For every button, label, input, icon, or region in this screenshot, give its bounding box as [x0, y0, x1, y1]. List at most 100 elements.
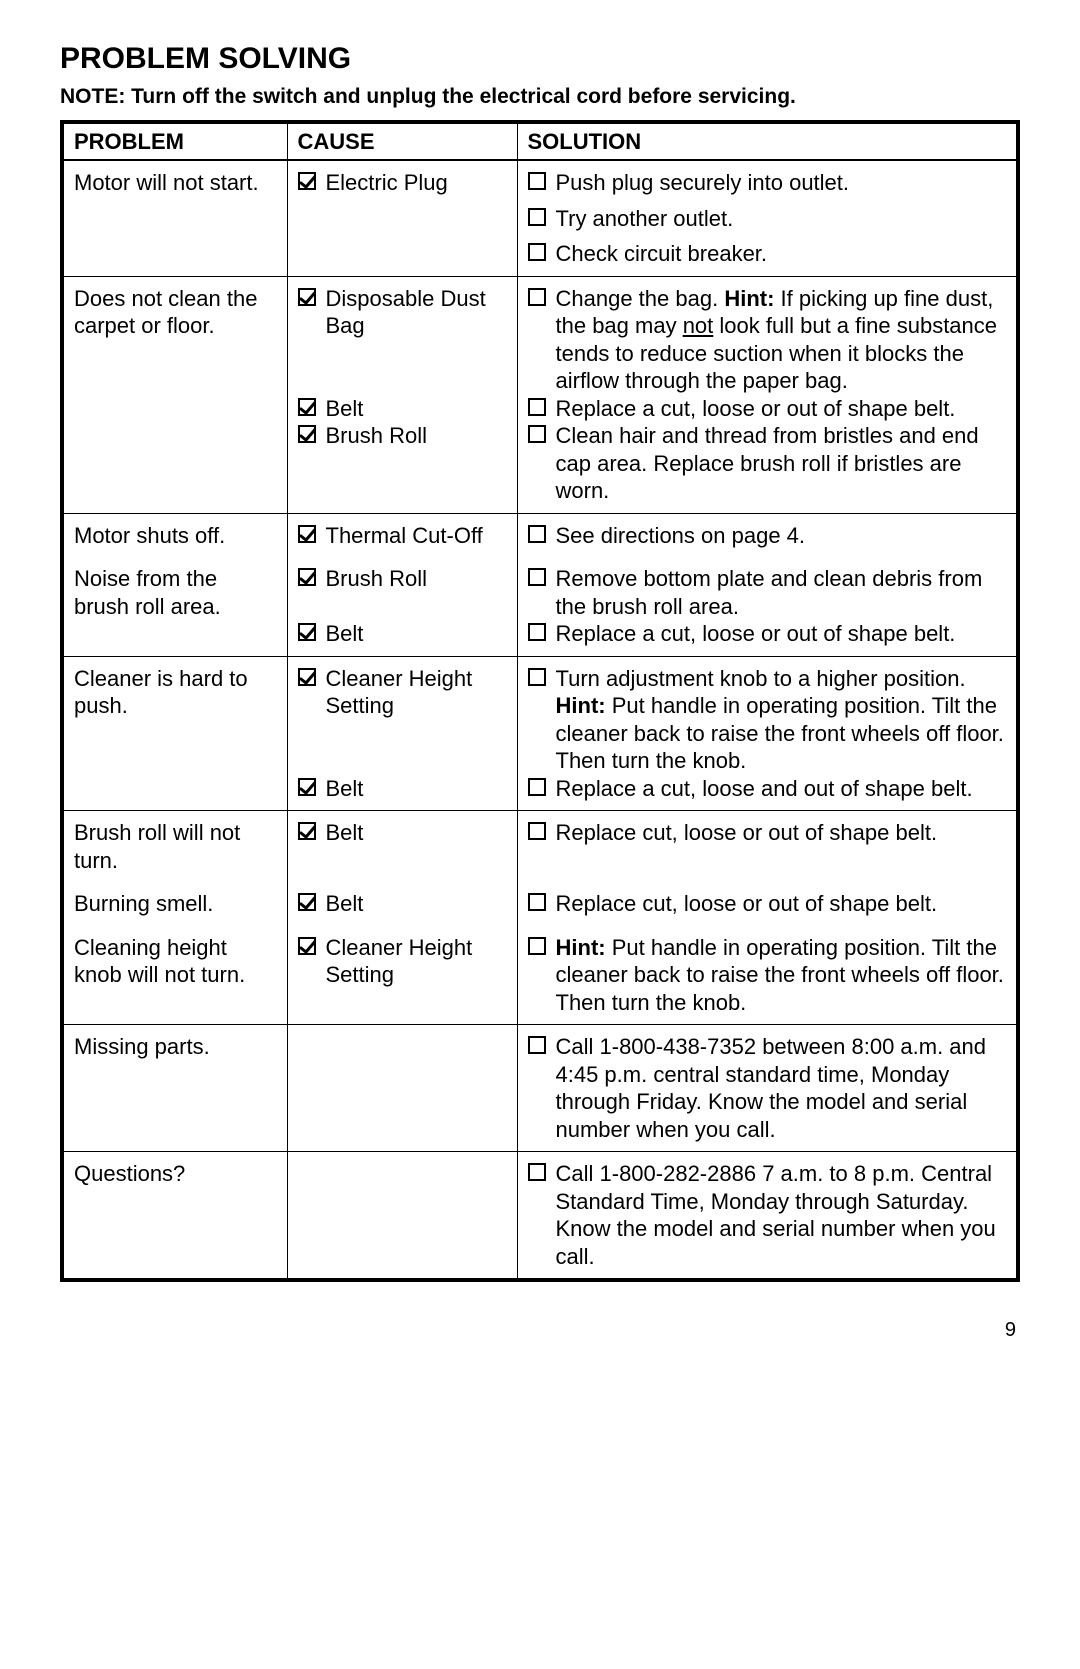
cause-item: Disposable Dust Bag	[298, 285, 507, 340]
header-solution: SOLUTION	[517, 122, 1018, 161]
solution-group: Call 1-800-438-7352 between 8:00 a.m. an…	[528, 1033, 1007, 1143]
cause-label: Belt	[326, 890, 507, 918]
table-row: Burning smell. Belt Replace cut, loose or …	[62, 882, 1018, 926]
table-row: Questions?Call 1-800-282-2886 7 a.m. to …	[62, 1152, 1018, 1281]
solution-text: Turn adjustment knob to a higher positio…	[556, 665, 1007, 775]
solution-text: Replace cut, loose or out of shape belt.	[556, 819, 1007, 847]
hint-label: Hint:	[556, 935, 606, 960]
cause-cell: Cleaner Height Setting Belt	[287, 656, 517, 811]
checkbox-empty-icon	[528, 778, 546, 796]
problem-cell: Motor will not start.	[62, 160, 287, 276]
underlined-text: not	[683, 313, 714, 338]
checkbox-empty-icon	[528, 822, 546, 840]
cause-cell: Brush RollBelt	[287, 557, 517, 656]
solution-item: Replace a cut, loose or out of shape bel…	[528, 620, 1007, 648]
checkmark-box-icon	[298, 172, 316, 190]
checkbox-empty-icon	[528, 172, 546, 190]
solution-group: Replace cut, loose or out of shape belt.	[528, 819, 1007, 847]
cause-item: Thermal Cut-Off	[298, 522, 507, 550]
checkmark-box-icon	[298, 288, 316, 306]
solution-group: Push plug securely into outlet.Try anoth…	[528, 169, 1007, 268]
solution-item: Call 1-800-438-7352 between 8:00 a.m. an…	[528, 1033, 1007, 1143]
cause-item: Cleaner Height Setting	[298, 934, 507, 989]
cause-item: Belt	[298, 819, 507, 847]
solution-group: Replace a cut, loose or out of shape bel…	[528, 620, 1007, 648]
checkmark-box-icon	[298, 525, 316, 543]
cause-label: Brush Roll	[326, 565, 507, 593]
cause-item: Cleaner Height Setting	[298, 665, 507, 720]
solution-item: Clean hair and thread from bristles and …	[528, 422, 1007, 505]
solution-item: See directions on page 4.	[528, 522, 1007, 550]
checkmark-box-icon	[298, 893, 316, 911]
problem-cell: Burning smell.	[62, 882, 287, 926]
cause-item	[298, 1160, 507, 1161]
table-row: Noise from the brush roll area.Brush Rol…	[62, 557, 1018, 656]
checkbox-empty-icon	[528, 208, 546, 226]
table-row: Does not clean the carpet or floor.Dispo…	[62, 276, 1018, 513]
table-row: Cleaner is hard to push.Cleaner Height S…	[62, 656, 1018, 811]
cause-item: Brush Roll	[298, 422, 507, 450]
solution-group: Change the bag. Hint: If picking up fine…	[528, 285, 1007, 395]
checkbox-empty-icon	[528, 243, 546, 261]
solution-text: Try another outlet.	[556, 205, 1007, 233]
checkbox-empty-icon	[528, 937, 546, 955]
page: PROBLEM SOLVING NOTE: Turn off the switc…	[0, 0, 1080, 1383]
checkbox-empty-icon	[528, 668, 546, 686]
solution-cell: Turn adjustment knob to a higher positio…	[517, 656, 1018, 811]
solution-text: Replace a cut, loose and out of shape be…	[556, 775, 1007, 803]
checkmark-box-icon	[298, 425, 316, 443]
checkmark-box-icon	[298, 937, 316, 955]
solution-text: See directions on page 4.	[556, 522, 1007, 550]
table-row: Brush roll will not turn. Belt Replace cut…	[62, 811, 1018, 883]
solution-item: Hint: Put handle in operating position. …	[528, 934, 1007, 1017]
solution-text: Clean hair and thread from bristles and …	[556, 422, 1007, 505]
solution-text: Remove bottom plate and clean debris fro…	[556, 565, 1007, 620]
cause-cell: Cleaner Height Setting	[287, 926, 517, 1025]
solution-cell: Remove bottom plate and clean debris fro…	[517, 557, 1018, 656]
hint-label: Hint:	[724, 286, 774, 311]
page-number: 9	[60, 1318, 1020, 1343]
cause-label: Cleaner Height Setting	[326, 665, 507, 720]
solution-cell: Replace cut, loose or out of shape belt.	[517, 811, 1018, 883]
cause-cell	[287, 1025, 517, 1152]
checkbox-empty-icon	[528, 398, 546, 416]
cause-cell	[287, 1152, 517, 1281]
problem-cell: Cleaner is hard to push.	[62, 656, 287, 811]
solution-item: Replace cut, loose or out of shape belt.	[528, 819, 1007, 847]
solution-text: Replace a cut, loose or out of shape bel…	[556, 620, 1007, 648]
problem-cell: Brush roll will not turn.	[62, 811, 287, 883]
solution-item: Remove bottom plate and clean debris fro…	[528, 565, 1007, 620]
checkbox-empty-icon	[528, 288, 546, 306]
cause-cell: Thermal Cut-Off	[287, 513, 517, 557]
solution-group: See directions on page 4.	[528, 522, 1007, 550]
checkbox-empty-icon	[528, 623, 546, 641]
checkmark-box-icon	[298, 778, 316, 796]
solution-group: Hint: Put handle in operating position. …	[528, 934, 1007, 1017]
troubleshooting-table: PROBLEM CAUSE SOLUTION Motor will not st…	[60, 120, 1020, 1283]
cause-cell: Belt	[287, 811, 517, 883]
solution-group: Clean hair and thread from bristles and …	[528, 422, 1007, 505]
solution-group: Remove bottom plate and clean debris fro…	[528, 565, 1007, 620]
solution-item: Check circuit breaker.	[528, 240, 1007, 268]
cause-item: Electric Plug	[298, 169, 507, 197]
solution-item: Turn adjustment knob to a higher positio…	[528, 665, 1007, 775]
solution-text: Check circuit breaker.	[556, 240, 1007, 268]
cause-label: Belt	[326, 775, 507, 803]
problem-cell: Noise from the brush roll area.	[62, 557, 287, 656]
cause-label: Belt	[326, 819, 507, 847]
checkmark-box-icon	[298, 623, 316, 641]
checkbox-empty-icon	[528, 525, 546, 543]
solution-item: Call 1-800-282-2886 7 a.m. to 8 p.m. Cen…	[528, 1160, 1007, 1270]
solution-text: Change the bag. Hint: If picking up fine…	[556, 285, 1007, 395]
cause-label: Brush Roll	[326, 422, 507, 450]
problem-cell: Missing parts.	[62, 1025, 287, 1152]
checkmark-box-icon	[298, 398, 316, 416]
cause-cell: Electric Plug	[287, 160, 517, 276]
cause-item: Belt	[298, 395, 507, 423]
solution-item: Replace a cut, loose and out of shape be…	[528, 775, 1007, 803]
solution-cell: Call 1-800-438-7352 between 8:00 a.m. an…	[517, 1025, 1018, 1152]
cause-item: Belt	[298, 890, 507, 918]
solution-text: Hint: Put handle in operating position. …	[556, 934, 1007, 1017]
cause-label: Belt	[326, 395, 507, 423]
solution-cell: Replace cut, loose or out of shape belt.	[517, 882, 1018, 926]
